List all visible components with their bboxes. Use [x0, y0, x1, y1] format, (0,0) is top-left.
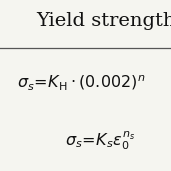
Text: Yield strength: Yield strength: [36, 12, 171, 30]
Text: $\sigma_s\!=\! K_s\varepsilon_0^{n_s}$: $\sigma_s\!=\! K_s\varepsilon_0^{n_s}$: [65, 129, 135, 152]
Text: $\sigma_s\!=\!K_{\mathrm{H}}\cdot(0.002)^{n}$: $\sigma_s\!=\!K_{\mathrm{H}}\cdot(0.002)…: [17, 73, 145, 92]
